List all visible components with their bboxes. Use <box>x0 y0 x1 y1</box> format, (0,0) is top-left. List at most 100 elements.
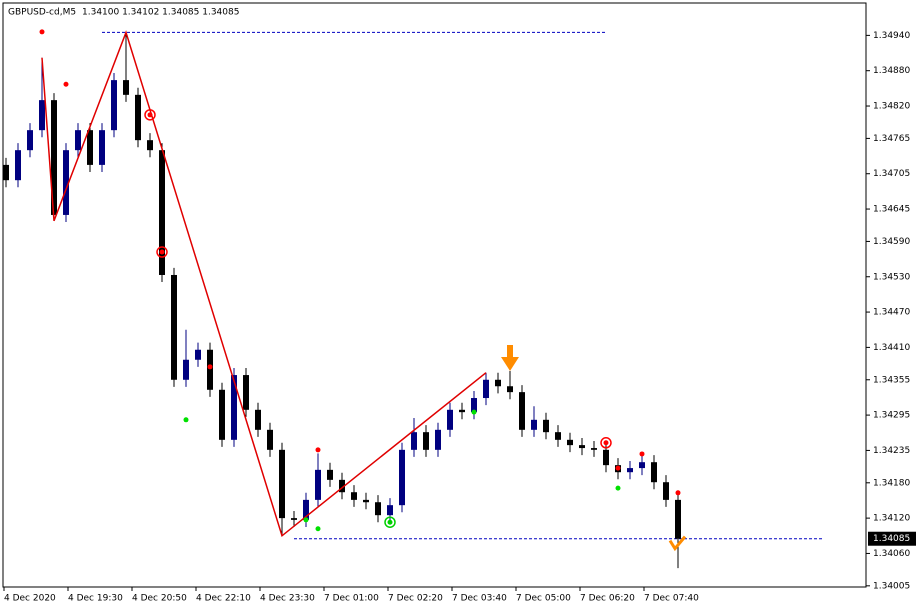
candle-body <box>147 140 153 151</box>
zigzag-line <box>41 30 487 538</box>
candle-body <box>579 445 585 449</box>
signal-ring <box>600 437 612 449</box>
candle-body <box>231 375 237 440</box>
x-tick-label: 7 Dec 07:40 <box>644 594 699 604</box>
x-tick-label: 7 Dec 01:00 <box>324 594 379 604</box>
candle-body <box>459 409 465 413</box>
signal-ring <box>156 246 168 258</box>
chart-title: GBPUSD-cd,M5 <box>8 8 76 18</box>
candle-body <box>423 432 429 450</box>
y-tick-label: 1.34295 <box>873 411 910 421</box>
candle-body <box>87 130 93 165</box>
candle-body <box>663 482 669 500</box>
y-tick-label: 1.34880 <box>873 66 910 76</box>
y-tick-label: 1.34705 <box>873 169 910 179</box>
candle-body <box>651 462 657 483</box>
x-tick-label: 4 Dec 22:10 <box>196 594 251 604</box>
candle-body <box>75 130 81 151</box>
y-tick-label: 1.34530 <box>873 272 910 282</box>
candle-body <box>483 379 489 399</box>
candle-body <box>279 449 285 519</box>
candle-body <box>111 80 117 131</box>
candle-body <box>591 448 597 450</box>
y-tick-label: 1.34590 <box>873 237 910 247</box>
candle-body <box>207 349 213 390</box>
chart-quote: 1.34100 1.34102 1.34085 1.34085 <box>82 8 239 18</box>
candle-body <box>435 429 441 450</box>
signal-dot <box>315 447 321 453</box>
candle-body <box>495 379 501 387</box>
y-tick-label: 1.34235 <box>873 446 910 456</box>
signal-dot <box>39 29 45 35</box>
candle-body <box>627 468 633 473</box>
candle-body <box>387 505 393 516</box>
candle-body <box>123 80 129 95</box>
y-tick-label: 1.34820 <box>873 102 910 112</box>
price-label: 1.34085 <box>873 534 910 544</box>
x-tick-label: 4 Dec 20:50 <box>132 594 187 604</box>
signal-dot <box>315 526 321 532</box>
x-tick-label: 4 Dec 2020 <box>4 594 56 604</box>
candle-body <box>219 389 225 440</box>
x-tick-label: 4 Dec 19:30 <box>68 594 123 604</box>
signal-ring <box>384 516 396 528</box>
candle-body <box>327 469 333 480</box>
candle-body <box>255 409 261 430</box>
signal-dot <box>675 490 681 496</box>
signal-dot <box>639 451 645 457</box>
candle-body <box>363 499 369 503</box>
y-tick-label: 1.34355 <box>873 375 910 385</box>
candle-body <box>375 502 381 516</box>
candle-body <box>171 274 177 380</box>
candle-body <box>159 150 165 275</box>
y-tick-label: 1.34060 <box>873 549 910 559</box>
signal-dot <box>303 517 309 523</box>
candle-body <box>183 359 189 380</box>
candle-body <box>675 499 681 539</box>
candle-body <box>243 375 249 410</box>
candle-body <box>399 449 405 506</box>
candle-body <box>471 398 477 413</box>
y-tick-label: 1.34120 <box>873 514 910 524</box>
candle-body <box>63 150 69 215</box>
signal-ring-core <box>147 112 153 118</box>
x-tick-label: 7 Dec 02:20 <box>388 594 443 604</box>
y-tick-label: 1.34645 <box>873 205 910 215</box>
candle-body <box>39 100 45 131</box>
candle-body <box>99 130 105 165</box>
candle-body <box>507 386 513 393</box>
x-tick-label: 7 Dec 06:20 <box>580 594 635 604</box>
x-tick-label: 7 Dec 05:00 <box>516 594 571 604</box>
candle-body <box>51 100 57 215</box>
candle-body <box>315 469 321 500</box>
candle-body <box>411 432 417 450</box>
candle-body <box>531 419 537 430</box>
candle-body <box>447 409 453 430</box>
signal-check <box>668 535 687 552</box>
price-label-box <box>868 531 916 546</box>
y-tick-label: 1.34765 <box>873 134 910 144</box>
signal-dot <box>183 417 189 423</box>
x-tick-label: 7 Dec 03:40 <box>452 594 507 604</box>
candle-body <box>567 439 573 446</box>
candle-body <box>291 518 297 520</box>
signal-dot <box>615 485 621 491</box>
candle-body <box>303 499 309 520</box>
signal-ring-core <box>159 249 165 255</box>
candle-body <box>15 150 21 181</box>
signal-dot <box>471 409 477 415</box>
candle-body <box>543 419 549 433</box>
y-tick-label: 1.34470 <box>873 308 910 318</box>
candle-body <box>555 432 561 440</box>
signal-ring-core <box>387 519 393 525</box>
signal-dot <box>615 465 621 471</box>
candle-body <box>195 349 201 360</box>
signal-dot <box>63 81 69 87</box>
candle-body <box>339 479 345 493</box>
candle-body <box>519 392 525 430</box>
y-tick-label: 1.34005 <box>873 581 910 591</box>
candle-body <box>603 449 609 466</box>
candle-body <box>135 94 141 141</box>
candle-body <box>27 130 33 151</box>
